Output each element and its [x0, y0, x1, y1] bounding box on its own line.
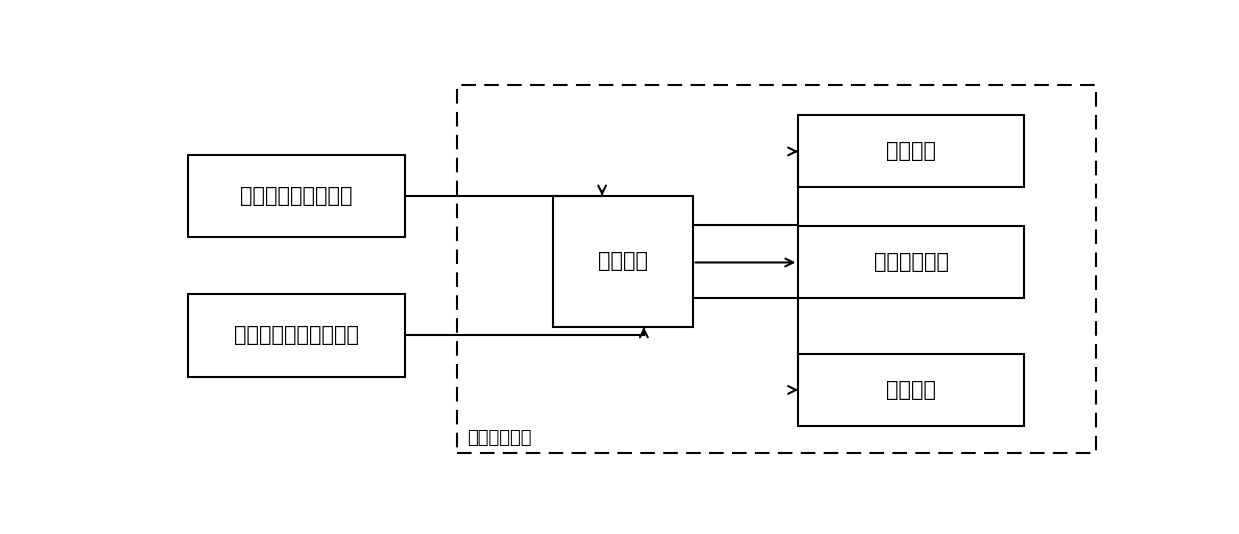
- Bar: [188, 154, 404, 237]
- Bar: [457, 84, 1097, 453]
- Text: 人机交互系统: 人机交互系统: [467, 429, 532, 447]
- Bar: [798, 226, 1023, 299]
- Text: 显示输出模块: 显示输出模块: [873, 253, 949, 272]
- Bar: [554, 195, 693, 327]
- Text: 红外热成像测温模块: 红外热成像测温模块: [240, 186, 353, 206]
- Text: 输入模块: 输入模块: [886, 142, 935, 161]
- Text: 可见光摄像头成像模块: 可见光摄像头成像模块: [234, 325, 359, 345]
- Bar: [798, 354, 1023, 426]
- Bar: [188, 294, 404, 376]
- Bar: [798, 115, 1023, 187]
- Text: 报警模块: 报警模块: [886, 380, 935, 400]
- Text: 运算模块: 运算模块: [598, 252, 648, 271]
